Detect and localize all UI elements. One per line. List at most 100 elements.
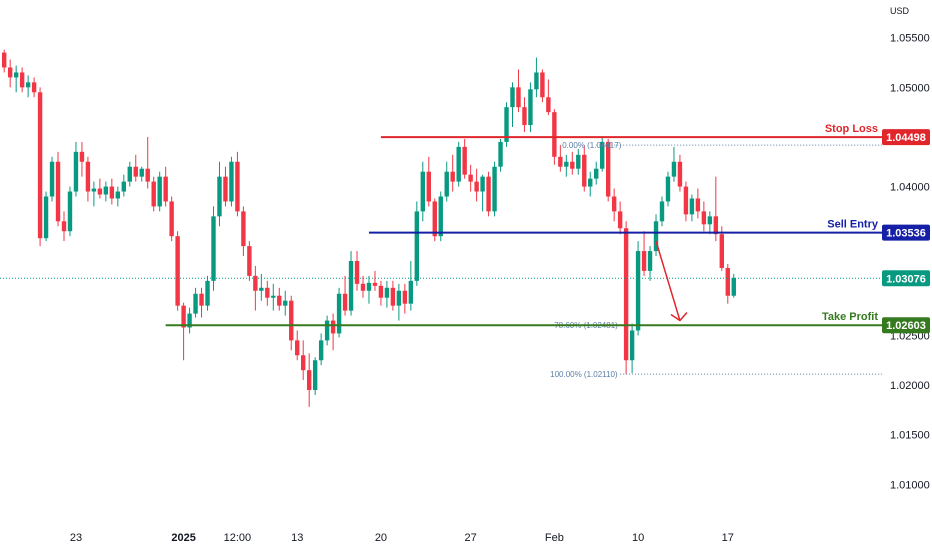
candle-body (707, 216, 713, 225)
x-tick-label: 2025 (171, 532, 195, 544)
candle-body (121, 181, 126, 192)
candle (480, 174, 485, 212)
candle (19, 67, 25, 93)
candle-body (25, 82, 31, 88)
candle (396, 283, 402, 321)
candle-body (277, 295, 282, 306)
candle-body (725, 267, 730, 296)
candle (229, 156, 234, 207)
candle-body (157, 176, 162, 207)
candle (366, 275, 372, 304)
candle (61, 211, 67, 242)
candle (474, 168, 479, 202)
candle (330, 313, 336, 351)
candle-body (605, 141, 611, 197)
candle-body (677, 161, 683, 187)
candle-body (265, 287, 270, 298)
candle (157, 171, 162, 212)
candle-body (576, 154, 581, 169)
candle-body (516, 87, 521, 108)
candle (283, 290, 288, 316)
candle-body (438, 196, 443, 237)
candle-body (342, 293, 348, 311)
candle-body (540, 72, 545, 98)
candle (25, 75, 31, 98)
candle-body (301, 355, 306, 371)
candle (570, 151, 575, 175)
price-tag-text: 1.03536 (886, 228, 926, 240)
candle (199, 287, 204, 318)
candle-body (719, 234, 724, 268)
candle-body (175, 236, 180, 306)
candle-body (372, 282, 378, 286)
price-tag (882, 224, 930, 241)
candle-body (61, 221, 67, 232)
candle (498, 138, 503, 172)
candle-body (534, 72, 539, 90)
candle-body (456, 146, 461, 182)
candles (2, 49, 736, 407)
candle-body (408, 280, 414, 304)
candle-body (713, 216, 719, 235)
candle (324, 315, 330, 346)
candle-body (295, 340, 300, 356)
projection-arrow-head (670, 312, 688, 322)
candle (438, 191, 443, 242)
candle-body (671, 161, 677, 177)
candle (582, 144, 587, 192)
candle (390, 280, 396, 311)
candle (67, 186, 73, 237)
candle (133, 154, 138, 182)
candle (73, 141, 79, 197)
candle-body (582, 154, 587, 187)
candle-body (360, 283, 366, 291)
candle (635, 241, 641, 336)
candle-body (444, 171, 449, 197)
y-tick-label: 1.01000 (890, 479, 930, 491)
price-tag (882, 270, 930, 287)
candle (91, 181, 97, 207)
candle-body (85, 161, 91, 192)
price-tag (882, 129, 930, 146)
candle (97, 178, 103, 199)
candle (127, 161, 132, 187)
x-tick-label: 10 (632, 532, 644, 544)
candle-body (522, 107, 527, 126)
candle (79, 141, 85, 177)
candle-body (253, 275, 258, 291)
y-tick-label: 1.02500 (890, 330, 930, 342)
candle (444, 161, 449, 202)
level-label: Take Profit (822, 311, 878, 323)
candle-body (133, 166, 138, 177)
candle (450, 154, 455, 192)
candle (719, 226, 724, 271)
candle (49, 156, 55, 202)
candle-body (336, 293, 342, 334)
candle (384, 280, 390, 308)
candle-body (109, 186, 115, 199)
candle (420, 161, 425, 222)
candle-body (223, 176, 228, 202)
candle-body (498, 141, 503, 167)
candle-body (115, 191, 121, 199)
candle (253, 265, 258, 311)
candle-body (271, 295, 276, 298)
candle-body (127, 166, 132, 182)
candle (414, 201, 420, 286)
candle (217, 161, 222, 227)
candle (576, 148, 581, 175)
candle-body (570, 161, 575, 169)
projection-arrow-shaft (655, 240, 681, 321)
candle-body (49, 161, 55, 197)
candle (205, 275, 210, 311)
candle (241, 206, 246, 257)
candle (665, 171, 671, 207)
candle (43, 191, 49, 242)
candle (265, 280, 270, 306)
candle (277, 287, 282, 311)
candle-body (283, 300, 288, 306)
candle-body (318, 340, 324, 361)
candle-body (73, 151, 79, 192)
